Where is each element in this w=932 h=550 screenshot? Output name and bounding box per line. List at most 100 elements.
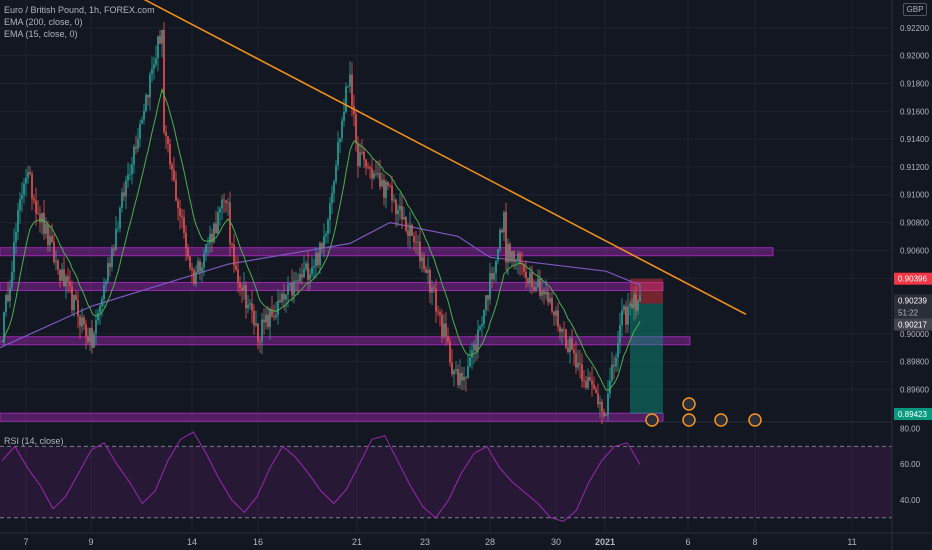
candle-body bbox=[431, 287, 433, 293]
candle-body bbox=[139, 123, 141, 139]
candle-body bbox=[415, 241, 417, 243]
candle-body bbox=[617, 343, 619, 358]
candle-body bbox=[119, 207, 121, 229]
candle-body bbox=[109, 263, 111, 267]
candle-body bbox=[419, 241, 421, 262]
short-position-tool[interactable] bbox=[630, 278, 663, 415]
candle-body bbox=[585, 381, 587, 388]
candle-body bbox=[535, 287, 537, 291]
candle-body bbox=[145, 94, 147, 112]
candle-body bbox=[425, 268, 427, 273]
candle-body bbox=[447, 336, 449, 342]
candle-body bbox=[89, 328, 91, 343]
trendline[interactable] bbox=[140, 0, 747, 315]
candle-body bbox=[81, 317, 83, 327]
candle-body bbox=[147, 94, 149, 98]
y-tick-label-1: 0.92000 bbox=[900, 52, 929, 61]
candle-body bbox=[345, 86, 347, 113]
candle-body bbox=[445, 323, 447, 337]
candle-body bbox=[189, 256, 191, 268]
candle-body bbox=[549, 298, 551, 303]
horizontal-zones[interactable] bbox=[0, 247, 774, 422]
candle-body bbox=[293, 280, 295, 296]
currency-badge[interactable]: GBP bbox=[903, 3, 927, 16]
candle-body bbox=[13, 242, 15, 273]
candle-body bbox=[455, 369, 457, 371]
candle-body bbox=[449, 341, 451, 363]
stop-price-label: 0.90396 bbox=[898, 275, 927, 284]
candle-body bbox=[347, 85, 349, 87]
candle-body bbox=[193, 270, 195, 284]
candle-body bbox=[357, 143, 359, 166]
candle-body bbox=[403, 217, 405, 220]
candle-body bbox=[183, 217, 185, 233]
candle-body bbox=[263, 319, 265, 323]
candle-body bbox=[481, 324, 483, 327]
y-tick-label-11: 0.89800 bbox=[900, 358, 929, 367]
candle-body bbox=[93, 333, 95, 348]
candle-body bbox=[191, 267, 193, 271]
candle-body bbox=[525, 271, 527, 279]
candle-body bbox=[201, 267, 203, 272]
candle-body bbox=[323, 236, 325, 248]
candle-body bbox=[261, 319, 263, 342]
candle-body bbox=[137, 138, 139, 149]
candle-body bbox=[595, 389, 597, 394]
candle-body bbox=[633, 294, 635, 309]
candle-body bbox=[245, 285, 247, 309]
x-tick-label-3: 16 bbox=[253, 537, 263, 547]
candle-body bbox=[249, 303, 251, 305]
candle-body bbox=[427, 270, 429, 273]
candle-body bbox=[227, 202, 229, 204]
event-marker-icon-3 bbox=[714, 413, 728, 427]
candle-body bbox=[329, 203, 331, 220]
candle-body bbox=[569, 338, 571, 353]
candle-body bbox=[613, 364, 615, 367]
candle-body bbox=[475, 344, 477, 351]
candle-body bbox=[273, 316, 275, 318]
candle-body bbox=[505, 212, 507, 263]
candle-body bbox=[355, 114, 357, 144]
candle-body bbox=[247, 304, 249, 309]
candle-body bbox=[105, 281, 107, 285]
candle-body bbox=[151, 68, 153, 75]
candle-body bbox=[553, 311, 555, 316]
y-tick-label-6: 0.91000 bbox=[900, 191, 929, 200]
candle-body bbox=[443, 323, 445, 337]
candle-body bbox=[369, 167, 371, 169]
candle-body bbox=[99, 305, 101, 313]
candle-body bbox=[603, 411, 605, 417]
candle-body bbox=[51, 235, 53, 242]
candle-body bbox=[359, 151, 361, 166]
candle-body bbox=[501, 229, 503, 233]
candle-body bbox=[253, 310, 255, 326]
candle-body bbox=[591, 380, 593, 385]
candle-body bbox=[233, 244, 235, 266]
zone-0 bbox=[0, 247, 774, 257]
candle-body bbox=[539, 278, 541, 296]
candle-body bbox=[213, 223, 215, 243]
candle-body bbox=[203, 253, 205, 268]
candle-body bbox=[303, 268, 305, 278]
chart-legend: Euro / British Pound, 1h, FOREX.com EMA … bbox=[4, 4, 155, 40]
candle-body bbox=[63, 269, 65, 287]
candle-body bbox=[565, 329, 567, 348]
candle-body bbox=[77, 300, 79, 317]
x-tick-label-0: 7 bbox=[23, 537, 28, 547]
candle-body bbox=[503, 212, 505, 233]
event-markers[interactable] bbox=[645, 397, 762, 427]
candle-body bbox=[557, 310, 559, 327]
candle-body bbox=[221, 199, 223, 209]
candle-body bbox=[133, 146, 135, 165]
candle-body bbox=[463, 376, 465, 381]
candle-body bbox=[511, 251, 513, 262]
candle-body bbox=[65, 276, 67, 287]
candle-body bbox=[407, 230, 409, 236]
candle-body bbox=[421, 256, 423, 262]
candle-body bbox=[209, 233, 211, 244]
x-tick-label-10: 8 bbox=[752, 537, 757, 547]
ema15-line bbox=[1, 87, 641, 391]
candle-body bbox=[527, 278, 529, 284]
candle-body bbox=[17, 210, 19, 232]
